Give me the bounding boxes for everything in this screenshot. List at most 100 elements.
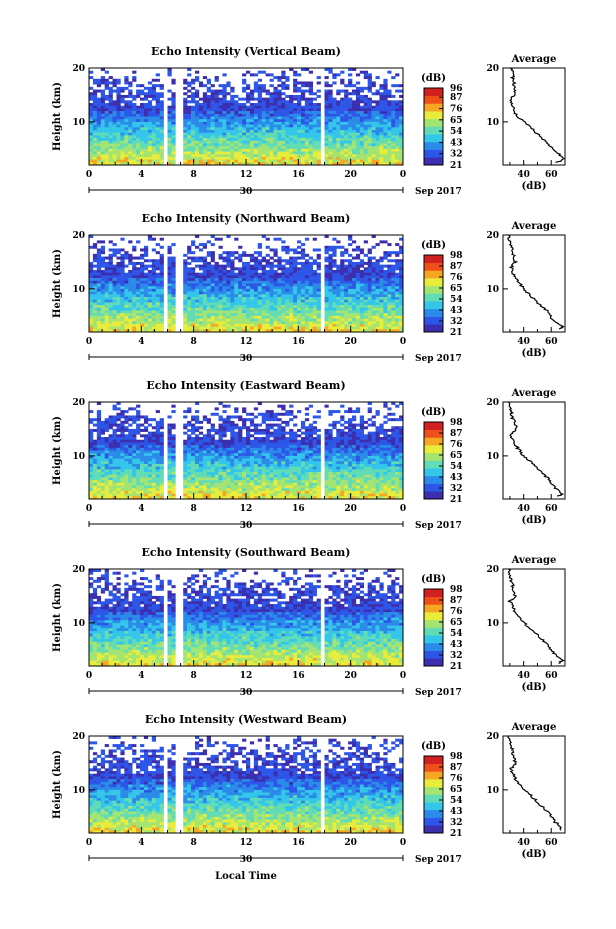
heatmap-cell <box>108 423 113 427</box>
heatmap-cell <box>104 278 109 282</box>
heatmap-cell <box>89 146 94 150</box>
heatmap-cell <box>242 159 247 163</box>
heatmap-cell <box>116 148 121 152</box>
heatmap-cell <box>257 321 262 325</box>
heatmap-cell <box>147 278 153 282</box>
heatmap-cell <box>332 127 337 131</box>
heatmap-cell <box>167 296 172 300</box>
heatmap-cell <box>269 267 274 271</box>
heatmap-cell <box>277 148 282 152</box>
heatmap-cell <box>348 286 353 290</box>
heatmap-cell <box>289 248 294 252</box>
heatmap-cell <box>391 278 396 282</box>
heatmap-cell <box>167 264 172 268</box>
heatmap-cell <box>289 321 294 325</box>
heatmap-cell <box>167 245 172 249</box>
heatmap-cell <box>198 286 204 290</box>
heatmap-cell <box>363 132 368 136</box>
heatmap-cell <box>265 129 270 133</box>
heatmap-cell <box>265 124 270 128</box>
heatmap-cell <box>104 121 109 125</box>
heatmap-cell <box>249 288 255 292</box>
heatmap-cell <box>359 294 365 298</box>
heatmap-cell <box>399 264 404 268</box>
heatmap-cell <box>312 283 317 287</box>
heatmap-cell <box>253 275 259 279</box>
heatmap-cell <box>167 291 172 295</box>
heatmap-cell <box>336 315 341 319</box>
heatmap-cell <box>234 299 239 303</box>
heatmap-cell <box>194 272 200 276</box>
heatmap-cell <box>89 323 94 327</box>
heatmap-cell <box>399 305 404 309</box>
heatmap-cell <box>151 307 157 311</box>
heatmap-cell <box>257 251 262 255</box>
heatmap-cell <box>261 138 266 142</box>
heatmap-cell <box>120 291 125 295</box>
heatmap-cell <box>387 294 392 298</box>
heatmap-cell <box>116 119 121 123</box>
heatmap-cell <box>304 129 310 133</box>
heatmap-cell <box>324 94 329 98</box>
heatmap-cell <box>151 302 157 306</box>
heatmap-cell <box>336 151 341 155</box>
heatmap-cell <box>140 329 145 333</box>
heatmap-cell <box>289 296 294 300</box>
heatmap-cell <box>328 103 333 107</box>
heatmap-cell <box>253 286 259 290</box>
heatmap-cell <box>147 283 153 287</box>
heatmap-cell <box>285 138 290 142</box>
heatmap-cell <box>379 256 384 260</box>
heatmap-cell <box>218 108 223 112</box>
heatmap-cell <box>151 127 157 131</box>
heatmap-cell <box>234 100 239 104</box>
heatmap-cell <box>191 275 196 279</box>
heatmap-cell <box>104 154 109 158</box>
heatmap-cell <box>367 326 372 330</box>
heatmap-cell <box>140 97 145 101</box>
heatmap-cell <box>155 159 160 163</box>
heatmap-cell <box>253 116 259 120</box>
heatmap-cell <box>277 105 282 109</box>
heatmap-cell <box>143 420 149 424</box>
heatmap-cell <box>167 132 172 136</box>
heatmap-cell <box>367 275 372 279</box>
heatmap-cell <box>218 116 223 120</box>
heatmap-cell <box>324 315 329 319</box>
heatmap-cell <box>112 264 117 268</box>
heatmap-cell <box>324 270 329 274</box>
heatmap-cell <box>297 124 302 128</box>
heatmap-cell <box>202 138 208 142</box>
heatmap-cell <box>367 272 372 276</box>
heatmap-cell <box>92 323 98 327</box>
heatmap-cell <box>340 326 345 330</box>
heatmap-cell <box>395 89 400 93</box>
heatmap-cell <box>140 105 145 109</box>
heatmap-cell <box>304 146 310 150</box>
heatmap-cell <box>344 89 349 93</box>
heatmap-cell <box>92 453 98 457</box>
heatmap-cell <box>281 92 286 96</box>
heatmap-cell <box>198 305 204 309</box>
heatmap-cell <box>96 162 102 166</box>
heatmap-cell <box>218 124 223 128</box>
heatmap-cell <box>124 253 129 257</box>
heatmap-cell <box>92 121 98 125</box>
heatmap-cell <box>198 140 204 144</box>
heatmap-cell <box>340 315 345 319</box>
heatmap-cell <box>375 288 380 292</box>
heatmap-cell <box>375 103 380 107</box>
heatmap-cell <box>387 302 392 306</box>
heatmap-cell <box>120 94 125 98</box>
heatmap-cell <box>100 272 105 276</box>
heatmap-cell <box>367 129 372 133</box>
heatmap-cell <box>285 329 290 333</box>
heatmap-cell <box>116 474 121 478</box>
heatmap-cell <box>214 267 219 271</box>
heatmap-cell <box>257 116 262 120</box>
heatmap-cell <box>289 132 294 136</box>
heatmap-cell <box>147 315 153 319</box>
heatmap-cell <box>324 299 329 303</box>
heatmap-cell <box>277 256 282 260</box>
heatmap-cell <box>367 162 372 166</box>
